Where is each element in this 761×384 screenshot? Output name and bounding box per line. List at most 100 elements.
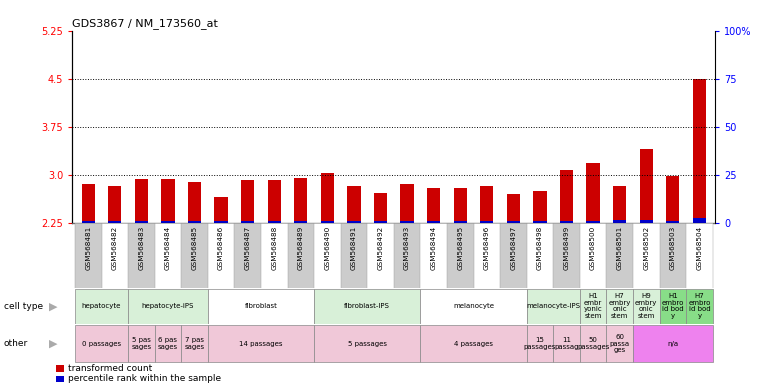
Bar xyxy=(527,223,553,288)
Text: GSM568502: GSM568502 xyxy=(643,226,649,270)
Text: 5 pas
sages: 5 pas sages xyxy=(132,338,151,350)
Text: GSM568495: GSM568495 xyxy=(457,226,463,270)
Bar xyxy=(288,223,314,288)
Bar xyxy=(400,221,414,223)
Text: n/a: n/a xyxy=(667,341,678,347)
Bar xyxy=(374,193,387,223)
Bar xyxy=(480,221,493,223)
Bar xyxy=(208,289,314,324)
Text: GSM568485: GSM568485 xyxy=(192,226,198,270)
Text: 15
passages: 15 passages xyxy=(524,338,556,350)
Text: GSM568491: GSM568491 xyxy=(351,226,357,270)
Text: GSM568493: GSM568493 xyxy=(404,226,410,270)
Bar xyxy=(633,325,713,362)
Bar xyxy=(533,221,546,223)
Bar xyxy=(420,223,447,288)
Bar xyxy=(320,221,334,223)
Bar xyxy=(268,180,281,223)
Bar xyxy=(427,187,441,223)
Text: GSM568497: GSM568497 xyxy=(511,226,517,270)
Bar xyxy=(400,184,414,223)
Bar xyxy=(480,186,493,223)
Bar xyxy=(533,191,546,223)
Text: percentile rank within the sample: percentile rank within the sample xyxy=(68,374,221,384)
Text: GSM568504: GSM568504 xyxy=(696,226,702,270)
Bar xyxy=(454,221,467,223)
Text: GSM568494: GSM568494 xyxy=(431,226,437,270)
Text: melanocyte: melanocyte xyxy=(453,303,494,309)
Text: H1
embro
id bod
y: H1 embro id bod y xyxy=(661,293,684,319)
Text: GSM568483: GSM568483 xyxy=(139,226,145,270)
Text: H9
embry
onic
stem: H9 embry onic stem xyxy=(635,293,658,319)
Text: GSM568487: GSM568487 xyxy=(245,226,250,270)
Text: GSM568482: GSM568482 xyxy=(112,226,118,270)
Bar xyxy=(507,221,520,223)
Bar xyxy=(81,221,95,223)
Bar xyxy=(268,221,281,223)
Bar xyxy=(560,170,573,223)
Bar xyxy=(447,223,473,288)
Bar xyxy=(607,223,633,288)
Bar xyxy=(607,289,633,324)
Bar xyxy=(560,221,573,223)
Bar xyxy=(314,223,341,288)
Bar xyxy=(295,221,307,223)
Bar xyxy=(154,325,181,362)
Text: GSM568488: GSM568488 xyxy=(271,226,277,270)
Bar xyxy=(181,325,208,362)
Bar xyxy=(320,174,334,223)
Bar xyxy=(454,187,467,223)
Bar xyxy=(188,182,201,223)
Text: GSM568489: GSM568489 xyxy=(298,226,304,270)
Bar xyxy=(507,194,520,223)
Text: 14 passages: 14 passages xyxy=(239,341,282,347)
Text: 0 passages: 0 passages xyxy=(82,341,121,347)
Text: GSM568500: GSM568500 xyxy=(590,226,596,270)
Text: GSM568496: GSM568496 xyxy=(484,226,490,270)
Text: 6 pas
sages: 6 pas sages xyxy=(158,338,178,350)
Text: ▶: ▶ xyxy=(49,339,57,349)
Text: hepatocyte: hepatocyte xyxy=(82,303,121,309)
Bar xyxy=(215,197,228,223)
Text: hepatocyte-iPS: hepatocyte-iPS xyxy=(142,303,194,309)
Text: 50
passages: 50 passages xyxy=(577,338,610,350)
Text: 4 passages: 4 passages xyxy=(454,341,493,347)
Bar xyxy=(587,163,600,223)
Bar xyxy=(686,223,713,288)
Bar xyxy=(75,325,128,362)
Text: fibroblast: fibroblast xyxy=(244,303,278,309)
Text: transformed count: transformed count xyxy=(68,364,153,373)
Bar xyxy=(639,220,653,223)
Bar xyxy=(234,223,261,288)
Bar xyxy=(580,223,607,288)
Bar xyxy=(108,186,122,223)
Bar xyxy=(420,325,527,362)
Bar xyxy=(607,325,633,362)
Bar xyxy=(500,223,527,288)
Bar xyxy=(613,220,626,223)
Text: GSM568490: GSM568490 xyxy=(324,226,330,270)
Text: 60
passa
ges: 60 passa ges xyxy=(610,334,630,353)
Bar xyxy=(75,289,128,324)
Text: GSM568486: GSM568486 xyxy=(218,226,224,270)
Bar xyxy=(580,289,607,324)
Bar xyxy=(161,221,174,223)
Bar xyxy=(261,223,288,288)
Bar xyxy=(241,180,254,223)
Bar xyxy=(427,221,441,223)
Bar xyxy=(161,179,174,223)
Bar xyxy=(188,221,201,223)
Bar xyxy=(347,186,361,223)
Text: cell type: cell type xyxy=(4,302,43,311)
Bar xyxy=(394,223,420,288)
Bar xyxy=(420,289,527,324)
Bar xyxy=(660,289,686,324)
Bar xyxy=(368,223,394,288)
Bar xyxy=(135,179,148,223)
Bar xyxy=(208,325,314,362)
Text: ▶: ▶ xyxy=(49,301,57,311)
Bar xyxy=(128,289,208,324)
Text: 5 passages: 5 passages xyxy=(348,341,387,347)
Text: GDS3867 / NM_173560_at: GDS3867 / NM_173560_at xyxy=(72,18,218,30)
Text: GSM568503: GSM568503 xyxy=(670,226,676,270)
